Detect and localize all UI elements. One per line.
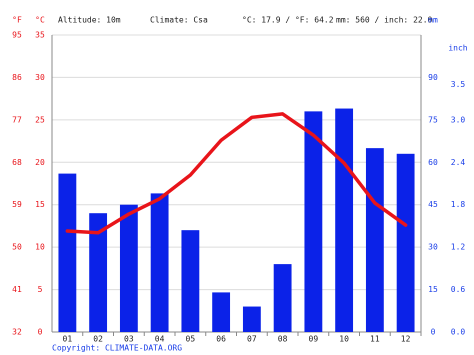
x-tick-label: 03 xyxy=(124,335,134,344)
y-tick-label: 45 xyxy=(428,200,438,209)
x-tick-label: 08 xyxy=(278,335,288,344)
bar xyxy=(396,153,415,332)
bar xyxy=(273,264,292,332)
x-tick-label: 10 xyxy=(339,335,349,344)
bar xyxy=(119,204,138,332)
y-tick-label: 3.0 xyxy=(451,115,466,124)
climate: Climate: Csa xyxy=(150,16,208,25)
y-tick-label: 0 xyxy=(431,328,436,337)
y-tick-label: 5 xyxy=(38,285,43,294)
y-tick-label: 41 xyxy=(12,285,22,294)
altitude: Altitude: 10m xyxy=(58,16,121,25)
x-tick-label: 06 xyxy=(216,335,226,344)
y-tick-label: 15 xyxy=(35,200,45,209)
y-tick-label: 20 xyxy=(35,158,45,167)
y-tick-label: 0 xyxy=(38,328,43,337)
y-tick-label: 10 xyxy=(35,243,45,252)
x-tick-label: 09 xyxy=(309,335,319,344)
y-tick-label: 0.0 xyxy=(451,328,466,337)
bar xyxy=(181,230,200,332)
bar xyxy=(89,213,108,332)
x-tick-label: 01 xyxy=(63,335,73,344)
y-tick-label: 68 xyxy=(12,158,22,167)
x-tick-label: 02 xyxy=(93,335,103,344)
y-tick-label: 15 xyxy=(428,285,438,294)
y-tick-label: 60 xyxy=(428,158,438,167)
bar xyxy=(335,108,354,333)
y-tick-label: 77 xyxy=(12,115,22,124)
celsius-unit: °C xyxy=(35,16,45,25)
bar xyxy=(304,111,323,332)
inch-unit: inch xyxy=(448,44,467,53)
y-tick-label: 0.6 xyxy=(451,285,466,294)
bar xyxy=(212,292,231,332)
x-tick-label: 11 xyxy=(370,335,380,344)
y-tick-label: 30 xyxy=(35,73,45,82)
y-tick-label: 95 xyxy=(12,31,22,40)
temperature-average: °C: 17.9 / °F: 64.2 xyxy=(242,16,334,25)
y-tick-label: 35 xyxy=(35,31,45,40)
y-tick-label: 30 xyxy=(428,243,438,252)
y-tick-label: 2.4 xyxy=(451,158,466,167)
y-tick-label: 25 xyxy=(35,115,45,124)
x-tick-label: 05 xyxy=(186,335,196,344)
bar xyxy=(58,173,77,332)
mm-unit: mm xyxy=(428,16,438,25)
bar xyxy=(242,306,261,332)
y-tick-label: 75 xyxy=(428,115,438,124)
y-tick-label: 90 xyxy=(428,73,438,82)
y-tick-label: 50 xyxy=(12,243,22,252)
temperature-line xyxy=(65,112,408,235)
copyright: Copyright: CLIMATE-DATA.ORG xyxy=(52,344,182,353)
fahrenheit-unit: °F xyxy=(12,16,22,25)
bar xyxy=(365,148,384,332)
y-tick-label: 3.5 xyxy=(451,80,466,89)
x-tick-label: 04 xyxy=(155,335,165,344)
y-tick-label: 32 xyxy=(12,328,22,337)
bar xyxy=(150,193,169,332)
x-tick-label: 12 xyxy=(401,335,411,344)
y-tick-label: 1.8 xyxy=(451,200,466,209)
precipitation-total: mm: 560 / inch: 22.0 xyxy=(336,16,433,25)
y-tick-label: 86 xyxy=(12,73,22,82)
x-tick-label: 07 xyxy=(247,335,257,344)
y-tick-label: 59 xyxy=(12,200,22,209)
y-tick-label: 1.2 xyxy=(451,243,466,252)
